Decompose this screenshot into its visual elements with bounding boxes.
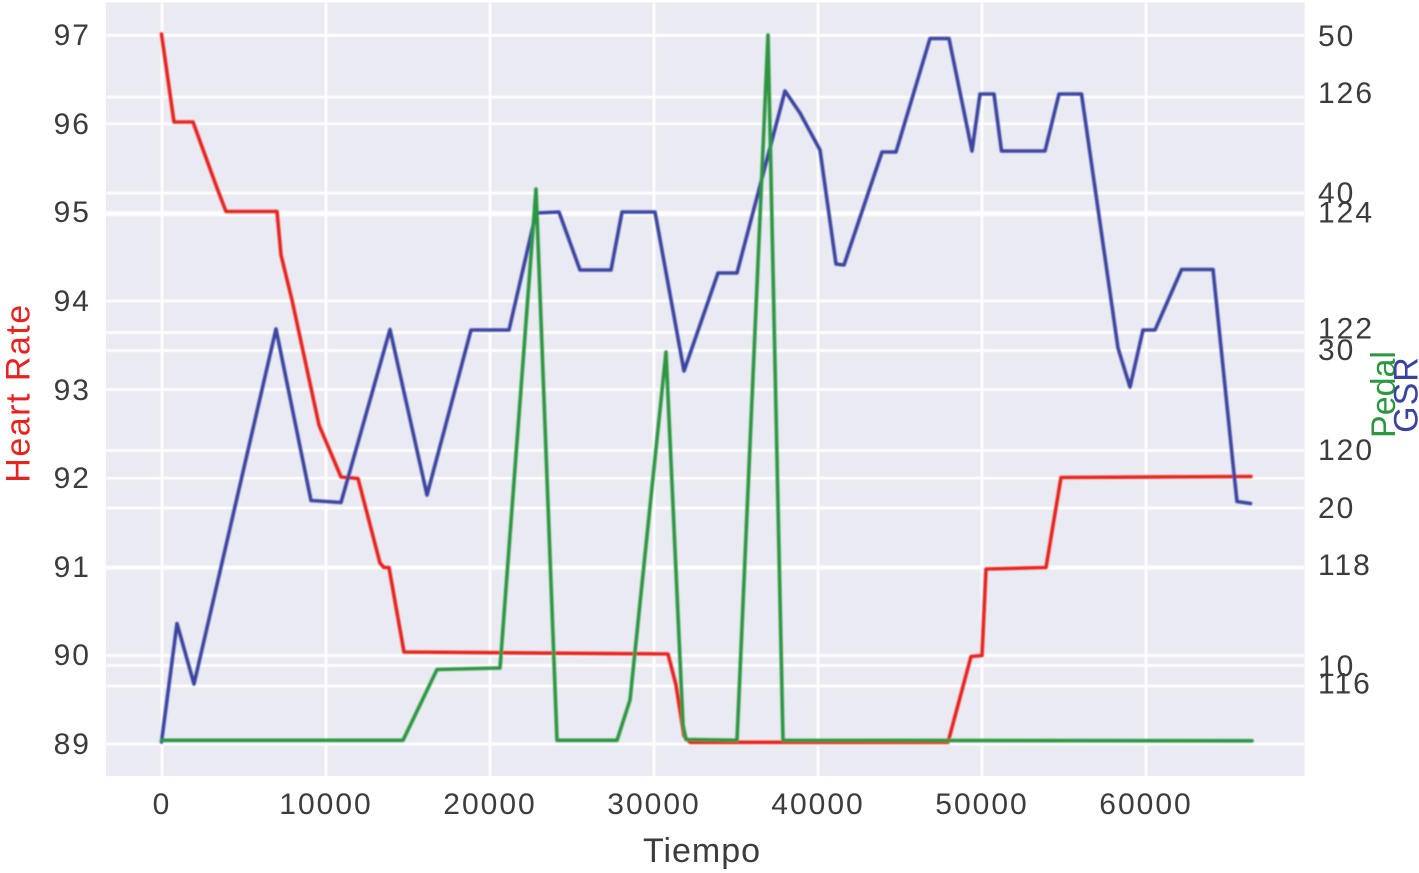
svg-text:89: 89 <box>54 728 91 761</box>
svg-text:126: 126 <box>1318 77 1374 110</box>
svg-text:GSR: GSR <box>1388 356 1419 433</box>
svg-text:Heart Rate: Heart Rate <box>0 303 38 482</box>
svg-text:122: 122 <box>1318 313 1374 346</box>
svg-text:50000: 50000 <box>935 788 1028 821</box>
svg-text:10000: 10000 <box>279 788 372 821</box>
svg-text:92: 92 <box>54 462 91 495</box>
svg-text:40: 40 <box>1318 177 1355 210</box>
svg-text:118: 118 <box>1318 549 1372 582</box>
svg-text:116: 116 <box>1318 668 1372 701</box>
svg-text:0: 0 <box>153 788 172 821</box>
svg-text:95: 95 <box>54 196 91 229</box>
svg-text:93: 93 <box>54 374 91 407</box>
svg-text:60000: 60000 <box>1099 788 1192 821</box>
svg-text:124: 124 <box>1318 197 1374 230</box>
svg-text:96: 96 <box>54 108 91 141</box>
svg-text:30000: 30000 <box>607 788 700 821</box>
svg-text:Tiempo: Tiempo <box>643 832 761 870</box>
svg-text:20: 20 <box>1318 492 1355 525</box>
svg-text:50: 50 <box>1318 20 1355 53</box>
svg-text:120: 120 <box>1318 434 1374 467</box>
svg-text:30: 30 <box>1318 334 1355 367</box>
svg-text:Pedal: Pedal <box>1365 351 1403 438</box>
svg-text:97: 97 <box>54 19 91 52</box>
svg-text:94: 94 <box>54 285 91 318</box>
svg-text:20000: 20000 <box>443 788 536 821</box>
svg-text:91: 91 <box>54 551 91 584</box>
svg-text:10: 10 <box>1318 650 1355 683</box>
svg-text:40000: 40000 <box>771 788 864 821</box>
svg-text:90: 90 <box>54 639 91 672</box>
